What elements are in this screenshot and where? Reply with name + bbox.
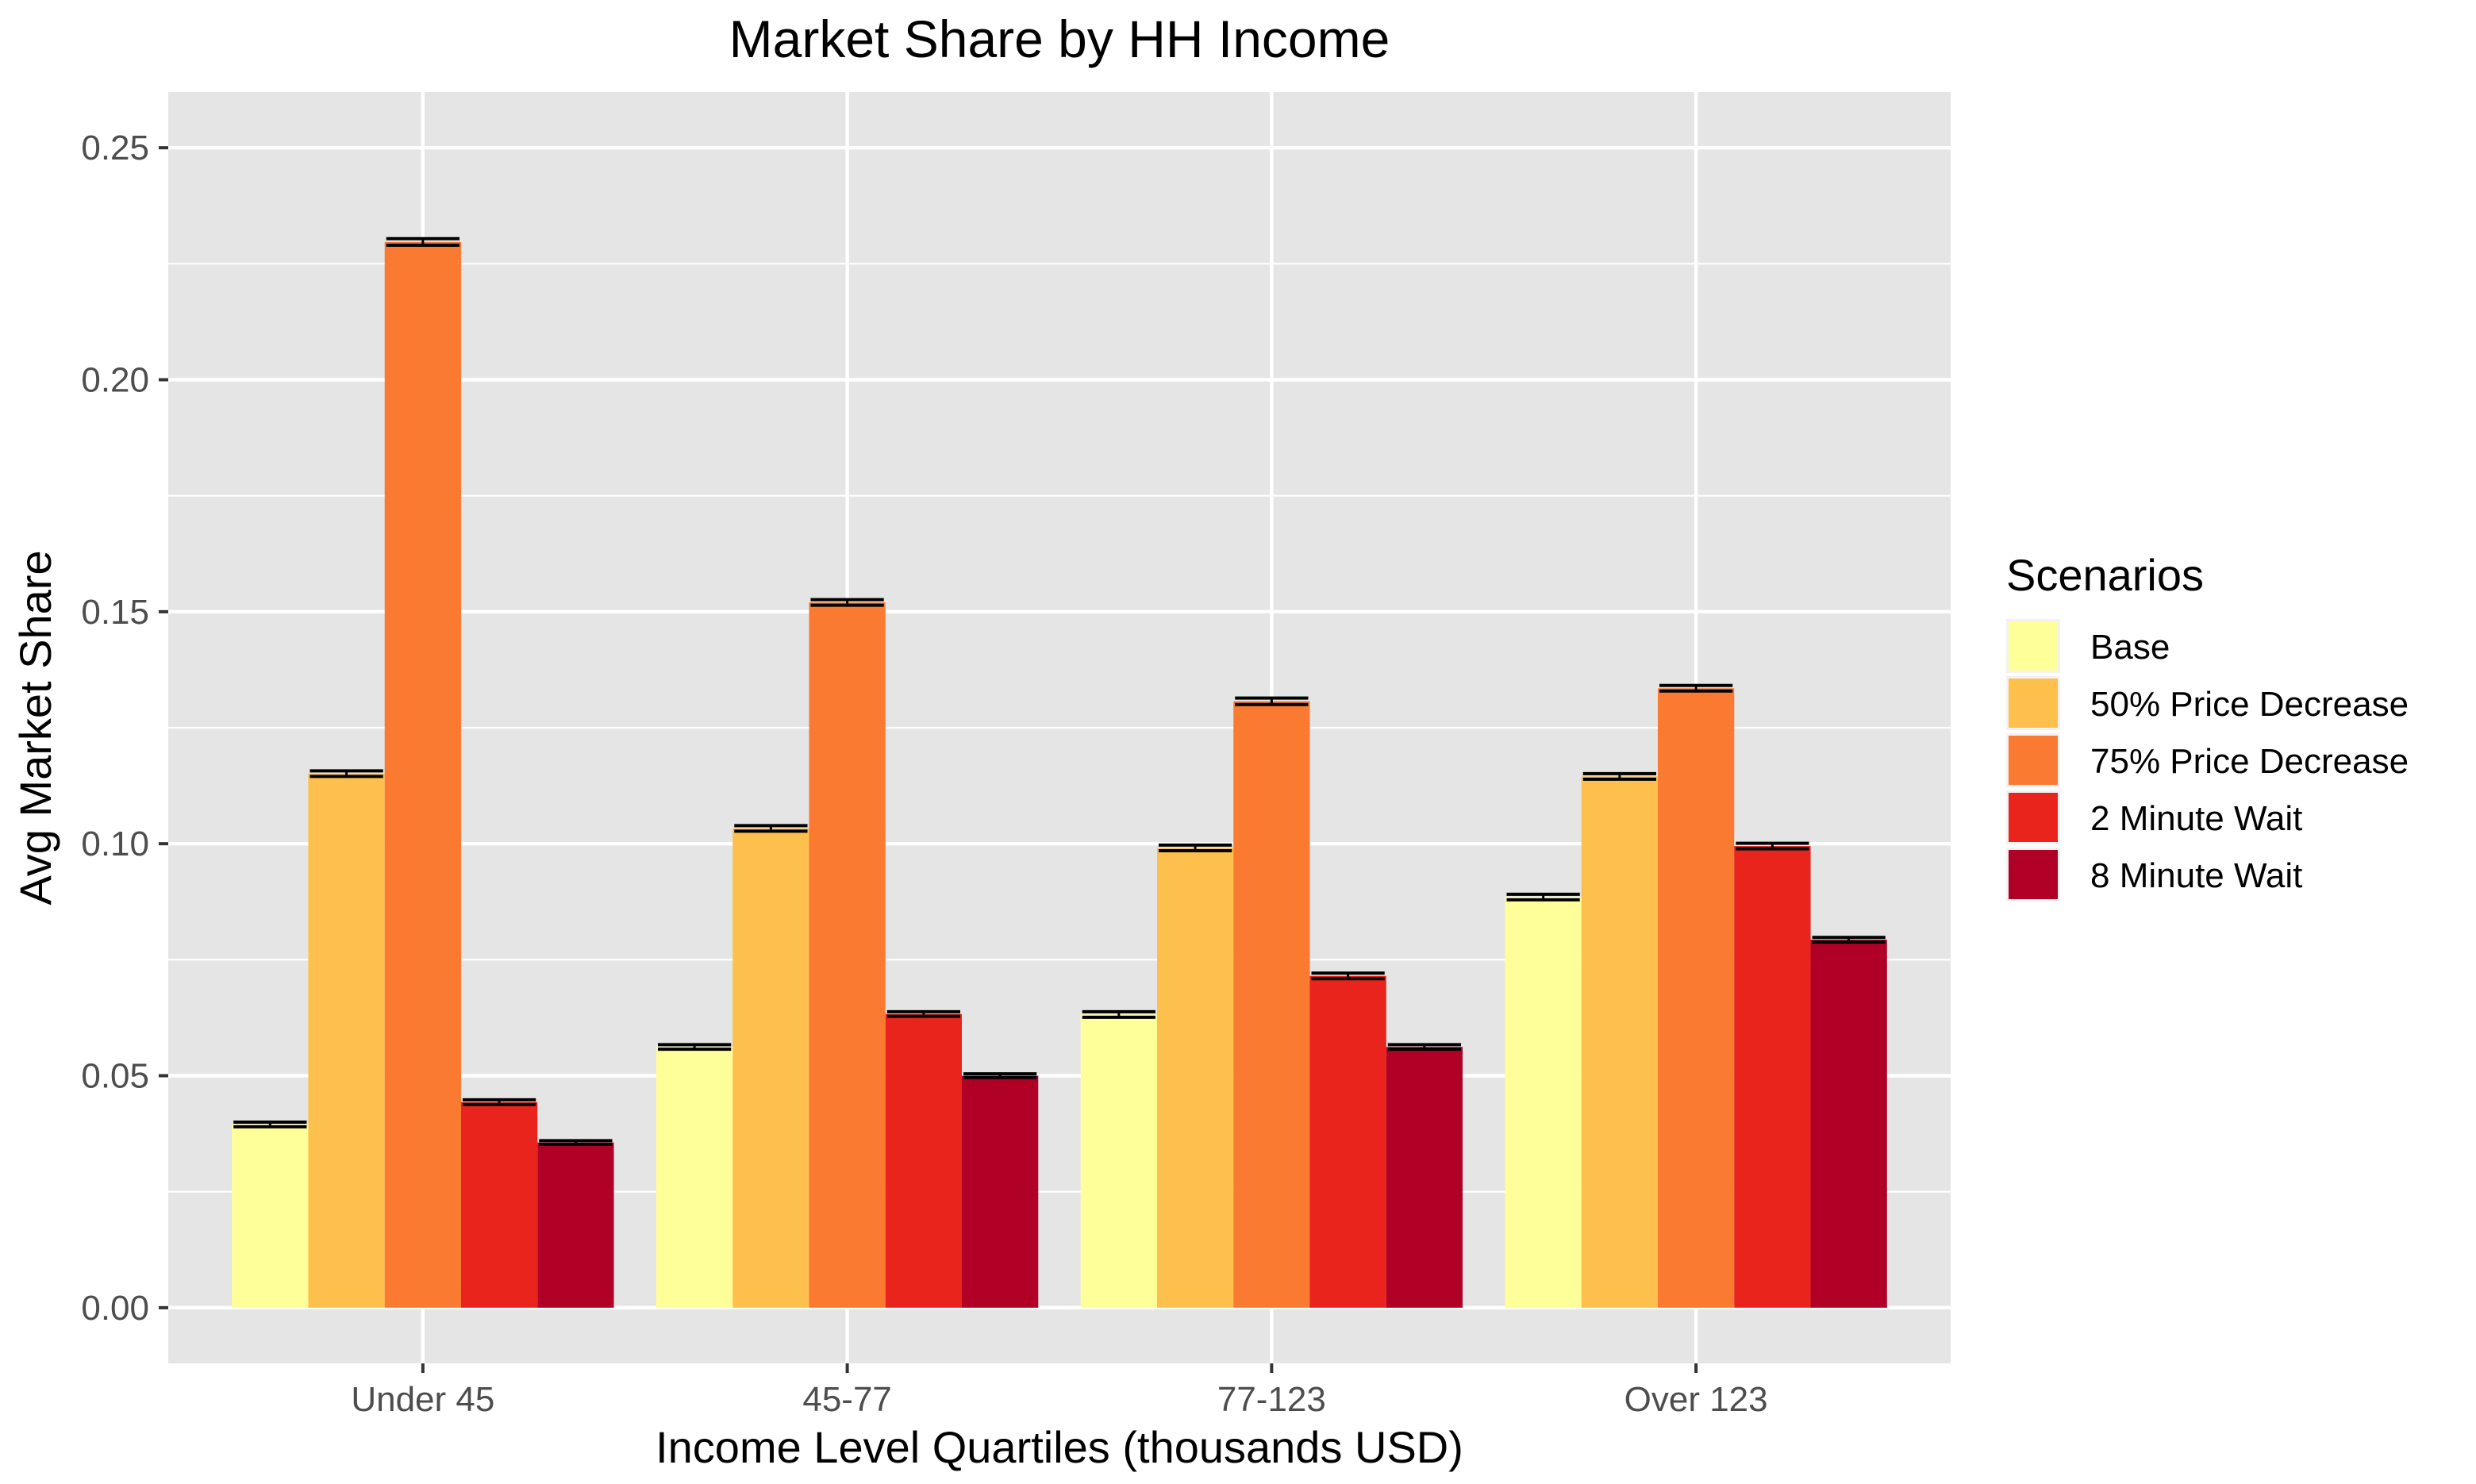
bar: [537, 1142, 614, 1308]
legend-title: Scenarios: [2006, 550, 2204, 600]
legend-swatch: [2009, 621, 2058, 671]
legend-label: 8 Minute Wait: [2090, 856, 2302, 895]
y-tick-label: 0.15: [81, 593, 149, 632]
bar: [1309, 975, 1386, 1308]
y-tick-label: 0.20: [81, 360, 149, 399]
bar: [1810, 940, 1887, 1308]
bar: [1233, 701, 1310, 1308]
bar: [308, 773, 385, 1308]
chart-title: Market Share by HH Income: [729, 10, 1390, 68]
bar: [656, 1047, 733, 1308]
bar: [1581, 776, 1659, 1308]
bar: [384, 241, 461, 1308]
x-tick-label: Under 45: [351, 1380, 494, 1419]
bar: [809, 602, 886, 1308]
x-tick-label: Over 123: [1624, 1380, 1768, 1419]
legend-swatch: [2009, 793, 2058, 842]
x-axis: Under 45 45-77 77-123 Over 123: [351, 1363, 1768, 1419]
bar-series: [232, 241, 1887, 1308]
y-axis: 0.00 0.05 0.10 0.15 0.20 0.25: [81, 129, 168, 1328]
bar: [1734, 846, 1811, 1308]
y-tick-label: 0.05: [81, 1057, 149, 1096]
legend-label: 50% Price Decrease: [2090, 685, 2409, 724]
error-bars: [233, 236, 1886, 1147]
legend-label: 75% Price Decrease: [2090, 742, 2409, 781]
legend-swatch: [2009, 850, 2058, 899]
legend-label: 2 Minute Wait: [2090, 799, 2302, 838]
y-tick-label: 0.10: [81, 825, 149, 863]
legend-swatch: [2009, 736, 2058, 785]
x-tick-label: 45-77: [802, 1380, 892, 1419]
x-tick-label: 77-123: [1217, 1380, 1326, 1419]
legend-label: Base: [2090, 628, 2170, 667]
y-tick-label: 0.25: [81, 129, 149, 167]
bar: [1156, 848, 1234, 1308]
bar: [962, 1075, 1039, 1308]
bar: [1505, 897, 1582, 1308]
x-axis-title: Income Level Quartiles (thousands USD): [656, 1422, 1463, 1472]
bar: [885, 1013, 963, 1308]
bar: [1386, 1047, 1463, 1308]
bar: [732, 828, 809, 1308]
bar: [1080, 1014, 1157, 1308]
legend-swatch: [2009, 679, 2058, 728]
y-axis-title: Avg Market Share: [10, 550, 60, 905]
bar: [460, 1101, 538, 1308]
bar: [232, 1124, 309, 1308]
y-tick-label: 0.00: [81, 1289, 149, 1328]
bar: [1658, 688, 1735, 1308]
legend: Scenarios Base 50% Price Decrease 75% Pric…: [2006, 550, 2409, 902]
